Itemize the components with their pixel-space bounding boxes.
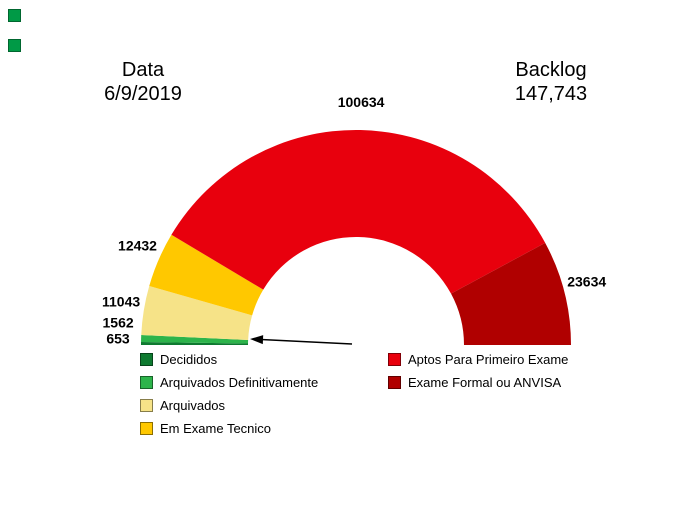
legend-label: Aptos Para Primeiro Exame — [408, 352, 569, 367]
date-block: Data 6/9/2019 — [68, 58, 218, 106]
legend-color-swatch — [140, 376, 153, 389]
green-square-decoration-top — [8, 9, 21, 22]
chart-data-label: 11043 — [102, 294, 140, 310]
date-label: Data — [121, 59, 165, 81]
legend-label: Decididos — [160, 352, 218, 367]
backlog-block: Backlog 147,743 — [476, 58, 626, 106]
legend-label: Arquivados — [160, 398, 226, 413]
chart-segment-em-exame-tecnico — [149, 234, 264, 316]
chart-segment-aptos-para-primeiro-exame — [171, 129, 546, 294]
annotation-arrow-head — [250, 335, 264, 345]
chart-data-label: 12432 — [118, 238, 157, 254]
legend-label: Arquivados Definitivamente — [160, 375, 319, 390]
green-square-decoration-bottom — [8, 39, 21, 52]
date-value: 6/9/2019 — [104, 83, 182, 105]
legend-item-arquivados-definitivamente: Arquivados Definitivamente — [140, 375, 318, 390]
legend-color-swatch — [388, 376, 401, 389]
legend-color-swatch — [388, 353, 401, 366]
legend-item-exame-formal-ou-anvisa: Exame Formal ou ANVISA — [388, 375, 568, 390]
legend-color-swatch — [140, 422, 153, 435]
legend-left-column: Decididos Arquivados Definitivamente Arqui… — [140, 352, 318, 436]
legend-color-swatch — [140, 399, 153, 412]
legend-color-swatch — [140, 353, 153, 366]
legend-label: Exame Formal ou ANVISA — [408, 375, 562, 390]
chart-segment-arquivados-definitivamente — [141, 335, 249, 344]
legend-item-em-exame-tecnico: Em Exame Tecnico — [140, 421, 318, 436]
chart-data-label: 653 — [106, 330, 130, 346]
legend-item-aptos-para-primeiro-exame: Aptos Para Primeiro Exame — [388, 352, 568, 367]
backlog-value: 147,743 — [514, 83, 588, 105]
chart-segment-exame-formal-ou-anvisa — [451, 242, 571, 345]
annotation-arrow-line — [260, 338, 353, 345]
legend-item-arquivados: Arquivados — [140, 398, 318, 413]
chart-data-label: 100634 — [338, 94, 385, 110]
backlog-label: Backlog — [515, 59, 587, 81]
chart-segment-decididos — [141, 342, 249, 345]
legend-label: Em Exame Tecnico — [160, 421, 272, 436]
chart-data-label: 1562 — [103, 314, 134, 330]
legend-item-decididos: Decididos — [140, 352, 318, 367]
chart-data-label: 23634 — [567, 274, 606, 290]
legend-right-column: Aptos Para Primeiro Exame Exame Formal ou… — [388, 352, 568, 390]
chart-segment-arquivados — [141, 286, 253, 340]
